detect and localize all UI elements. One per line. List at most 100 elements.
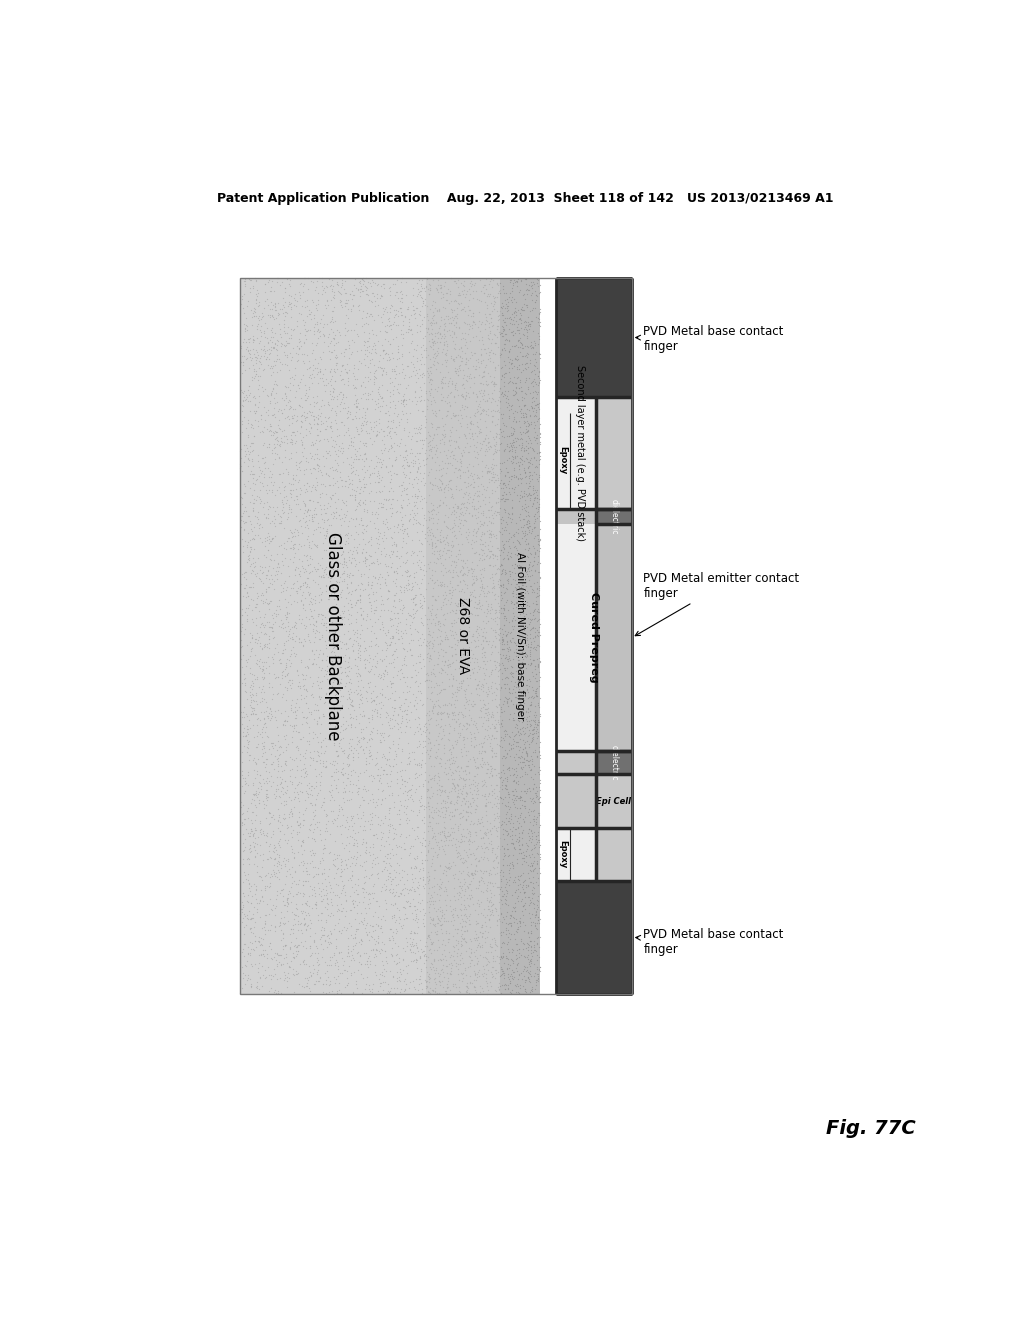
Point (326, 329, 342, 350)
Point (401, 715, 418, 737)
Point (511, 788, 527, 809)
Point (406, 418, 422, 440)
Point (607, 520, 624, 541)
Point (525, 805, 542, 826)
Point (273, 574, 290, 595)
Point (616, 537, 633, 558)
Point (399, 298, 416, 319)
Point (462, 282, 478, 304)
Point (353, 510, 370, 531)
Point (464, 424, 480, 445)
Point (335, 557, 351, 578)
Point (438, 527, 455, 548)
Point (421, 795, 437, 816)
Point (353, 417, 370, 438)
Point (276, 425, 293, 446)
Point (438, 800, 455, 821)
Point (258, 865, 274, 886)
Point (613, 785, 630, 807)
Point (389, 305, 406, 326)
Point (255, 850, 271, 871)
Point (374, 480, 390, 502)
Point (377, 660, 393, 681)
Point (266, 643, 283, 664)
Point (275, 795, 292, 816)
Point (432, 748, 449, 770)
Point (385, 595, 401, 616)
Point (420, 946, 436, 968)
Point (473, 540, 489, 561)
Point (452, 502, 468, 523)
Point (611, 601, 628, 622)
Point (493, 983, 509, 1005)
Point (502, 813, 518, 834)
Point (421, 284, 437, 305)
Point (350, 280, 367, 301)
Point (617, 809, 634, 830)
Point (520, 653, 537, 675)
Point (531, 465, 548, 486)
Point (438, 458, 455, 479)
Point (484, 405, 501, 426)
Point (494, 639, 510, 660)
Point (323, 781, 339, 803)
Point (295, 759, 311, 780)
Point (315, 532, 332, 553)
Point (616, 667, 633, 688)
Point (262, 813, 279, 834)
Point (493, 925, 509, 946)
Point (419, 631, 435, 652)
Point (329, 598, 345, 619)
Point (369, 532, 385, 553)
Point (391, 982, 408, 1003)
Point (597, 461, 613, 482)
Point (414, 982, 430, 1003)
Point (468, 385, 484, 407)
Point (237, 840, 253, 861)
Point (344, 436, 360, 457)
Point (446, 504, 463, 525)
Point (271, 615, 288, 636)
Point (293, 685, 309, 706)
Point (305, 931, 322, 952)
Point (603, 582, 620, 603)
Point (337, 397, 353, 418)
Point (524, 337, 541, 358)
Point (420, 805, 436, 826)
Point (465, 326, 481, 347)
Point (359, 272, 376, 293)
Point (366, 333, 382, 354)
Point (425, 697, 441, 718)
Point (515, 346, 531, 367)
Point (415, 908, 431, 929)
Point (432, 275, 449, 296)
Point (366, 928, 382, 949)
Point (244, 697, 260, 718)
Point (316, 524, 333, 545)
Point (501, 810, 517, 832)
Point (530, 946, 547, 968)
Point (517, 796, 534, 817)
Point (499, 838, 515, 859)
Point (380, 705, 396, 726)
Point (518, 748, 535, 770)
Point (332, 672, 348, 693)
Point (465, 413, 481, 434)
Point (450, 566, 466, 587)
Point (615, 708, 632, 729)
Point (442, 503, 459, 524)
Point (474, 867, 490, 888)
Point (313, 863, 330, 884)
Point (425, 825, 441, 846)
Point (450, 364, 466, 385)
Point (513, 298, 529, 319)
Point (266, 433, 283, 454)
Point (596, 618, 612, 639)
Point (580, 680, 596, 701)
Point (439, 702, 456, 723)
Point (435, 841, 452, 862)
Point (616, 668, 633, 689)
Point (464, 506, 480, 527)
Bar (596, 524, 632, 751)
Point (242, 710, 258, 731)
